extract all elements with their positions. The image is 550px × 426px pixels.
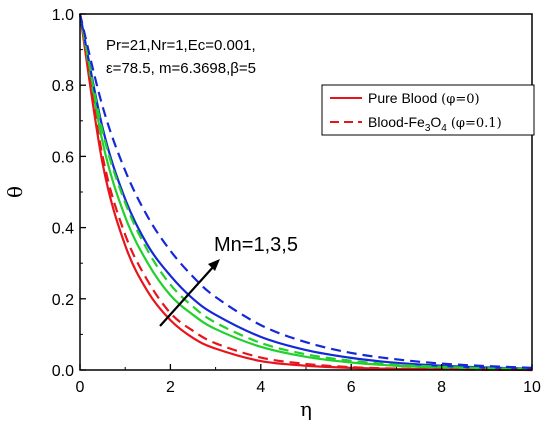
legend-entry-pure-blood: Pure Blood (φ=0) — [368, 90, 480, 107]
legend-fe-sub4: 4 — [441, 123, 447, 134]
y-axis-label: θ — [3, 186, 27, 198]
x-axis-label: η — [300, 397, 312, 421]
x-tick-label: 2 — [166, 379, 175, 396]
legend-fe-phi: (φ=0.1) — [451, 116, 502, 131]
legend-pure-blood-name: Pure Blood — [368, 90, 437, 106]
x-tick-label: 0 — [76, 379, 85, 396]
annotation-arrow-shaft — [159, 265, 215, 327]
legend: Pure Blood (φ=0) Blood-Fe3O4 (φ=0.1) — [321, 84, 535, 136]
legend-fe-o: O — [430, 114, 441, 130]
ticks-layer: 0 2 4 6 8 10 0.0 0.2 0.4 0.6 0.8 1.0 — [52, 7, 541, 396]
y-tick-label: 0.0 — [52, 363, 74, 380]
y-tick-label: 0.6 — [52, 149, 74, 166]
annotation-arrow-head — [208, 259, 220, 271]
series-line-1 — [78, 13, 533, 372]
legend-pure-blood-phi: (φ=0) — [441, 92, 479, 107]
y-tick-label: 0.8 — [52, 78, 74, 95]
x-tick-label: 10 — [523, 379, 541, 396]
legend-fe-sub3: 3 — [425, 123, 431, 134]
y-tick-label: 1.0 — [52, 7, 74, 24]
parameters-line-2: ε=78.5, m=6.3698,β=5 — [106, 60, 256, 77]
parameters-line-1: Pr=21,Nr=1,Ec=0.001, — [106, 37, 256, 54]
series-line-5 — [78, 13, 533, 371]
series-line-2 — [78, 13, 533, 371]
legend-box — [321, 84, 535, 136]
x-tick-label: 6 — [347, 379, 356, 396]
y-tick-label: 0.4 — [52, 221, 74, 238]
annotation-mn: Mn=1,3,5 — [214, 234, 298, 256]
series-line-4 — [78, 13, 533, 372]
annotation-arrow — [159, 259, 220, 327]
series-line-3 — [78, 13, 533, 370]
legend-entry-blood-fe3o4: Blood-Fe3O4 (φ=0.1) — [368, 114, 502, 134]
legend-fe-name: Blood-Fe — [368, 114, 425, 130]
y-tick-label: 0.2 — [52, 292, 74, 309]
x-tick-label: 8 — [437, 379, 446, 396]
x-tick-label: 4 — [256, 379, 265, 396]
series-line-6 — [78, 13, 533, 369]
curves-layer — [78, 13, 533, 372]
